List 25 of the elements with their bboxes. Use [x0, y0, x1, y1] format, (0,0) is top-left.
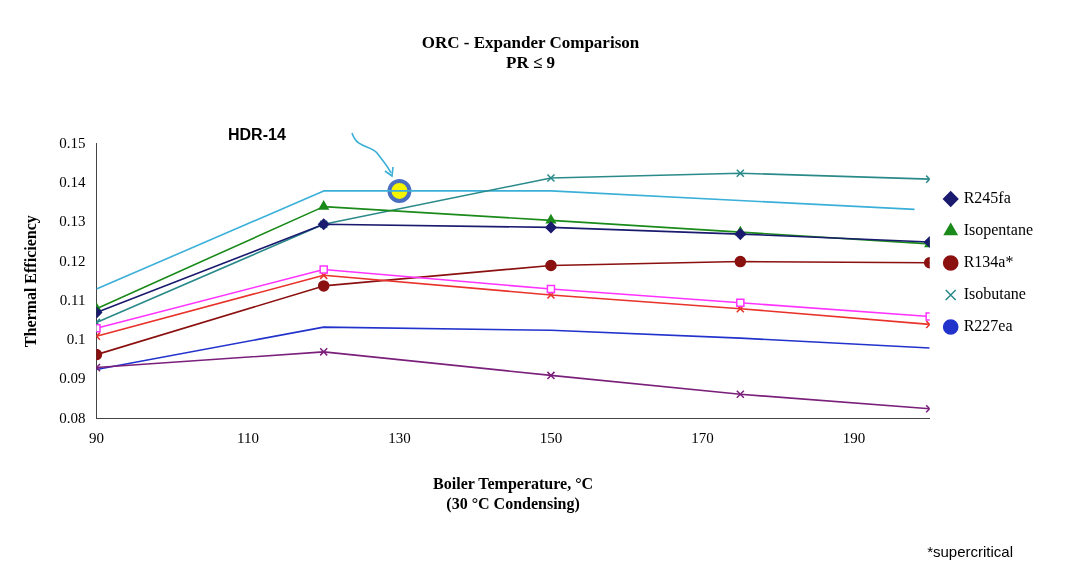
legend-label: R227ea: [963, 317, 1013, 335]
chart-title: ORC - Expander Comparison: [421, 32, 640, 52]
y-tick-label: 0.09: [59, 370, 86, 387]
y-tick-label: 0.13: [59, 213, 86, 230]
y-tick-label: 0.12: [59, 252, 86, 269]
x-tick-label: 170: [691, 429, 714, 446]
y-tick-label: 0.14: [59, 173, 86, 190]
x-tick-label: 190: [842, 429, 866, 446]
y-tick-label: 0.08: [59, 409, 86, 426]
legend-label: Isopentane: [963, 221, 1034, 240]
legend-label: R245fa: [963, 189, 1011, 207]
y-tick-label: 0.15: [59, 134, 86, 151]
y-axis-title: Thermal Efficiency: [21, 215, 40, 348]
x-tick-label: 150: [539, 429, 563, 446]
x-tick-label: 110: [236, 429, 259, 446]
x-tick-label: 90: [88, 429, 104, 446]
x-axis-title: Boiler Temperature, °C (30 °C Condensing): [433, 475, 594, 513]
y-tick-label: 0.11: [59, 291, 86, 308]
annotation: HDR-14: [228, 126, 286, 144]
y-tick-label: 0.1: [66, 331, 86, 348]
legend-label: Isobutane: [963, 285, 1026, 303]
chart-subtitle: PR ≤ 9: [506, 52, 555, 72]
text: *supercritical: [927, 543, 1013, 560]
x-tick-label: 130: [388, 429, 411, 446]
legend-label: R134a*: [963, 253, 1014, 271]
